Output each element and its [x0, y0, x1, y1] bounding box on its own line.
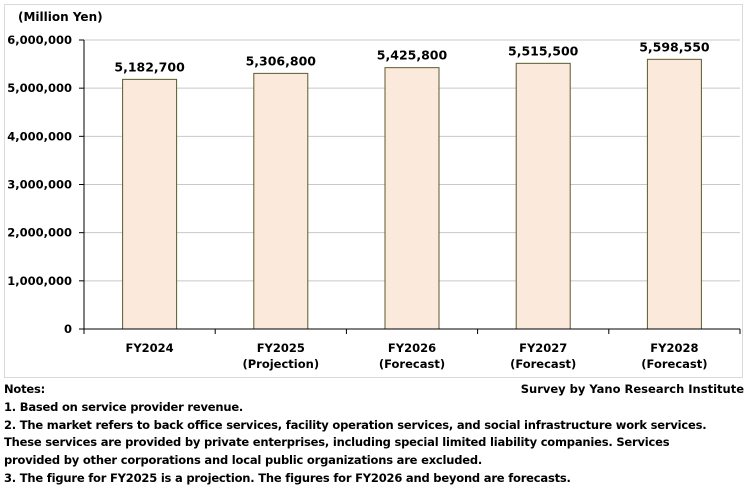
chart-frame: [4, 4, 743, 378]
bar: [515, 62, 571, 330]
y-tick-label: 6,000,000: [7, 33, 72, 47]
note-line: 1. Based on service provider revenue.: [4, 400, 244, 414]
x-tick-label: FY2024: [125, 341, 173, 355]
data-label: 5,182,700: [114, 59, 185, 74]
x-tick-label: (Forecast): [510, 357, 576, 371]
notes-heading: Notes:: [4, 382, 46, 396]
x-tick-label: (Forecast): [379, 357, 445, 371]
y-tick-label: 2,000,000: [7, 226, 72, 240]
data-label: 5,306,800: [246, 53, 317, 68]
bar-chart: (Million Yen) 0 1,000,000 2,000,000 3,000,00…: [7, 10, 741, 371]
data-label: 5,598,550: [639, 39, 710, 54]
note-line: 3. The figure for FY2025 is a projection…: [4, 471, 571, 485]
x-tick-label: FY2028: [650, 341, 698, 355]
y-tick-label: 4,000,000: [7, 129, 72, 143]
x-tick-label: FY2025: [257, 341, 305, 355]
bar: [122, 78, 178, 330]
y-tick-label: 0: [64, 322, 72, 336]
y-tick-label: 3,000,000: [7, 178, 72, 192]
y-axis-label: (Million Yen): [18, 10, 103, 24]
note-line: These services are provided by private e…: [4, 435, 670, 449]
bar: [384, 67, 440, 330]
data-label: 5,515,500: [508, 43, 579, 58]
source-credit: Survey by Yano Research Institute: [520, 382, 744, 396]
y-tick-label: 5,000,000: [7, 81, 72, 95]
x-tick-label: FY2026: [388, 341, 436, 355]
x-tick-label: (Projection): [242, 357, 319, 371]
x-tick-label: FY2027: [519, 341, 567, 355]
bar: [253, 72, 309, 330]
note-line: provided by other corporations and local…: [4, 453, 483, 467]
note-line: 2. The market refers to back office serv…: [4, 418, 707, 432]
x-tick-label: (Forecast): [641, 357, 707, 371]
data-label: 5,425,800: [377, 48, 448, 63]
bar: [646, 58, 702, 330]
y-tick-label: 1,000,000: [7, 274, 72, 288]
